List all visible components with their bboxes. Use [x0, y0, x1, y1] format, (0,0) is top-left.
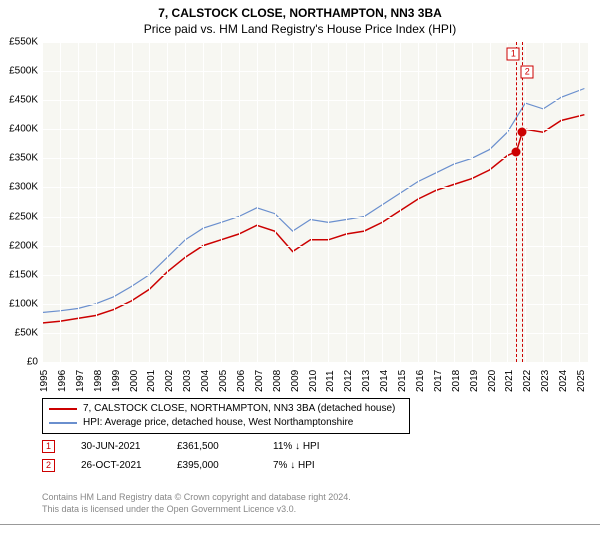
y-tick-label: £350K [4, 153, 38, 164]
footer-line1: Contains HM Land Registry data © Crown c… [42, 492, 351, 504]
price-marker [512, 147, 521, 156]
x-tick-label: 2003 [182, 370, 193, 392]
y-tick-label: £0 [4, 357, 38, 368]
data-table: 1 30-JUN-2021 £361,500 11% ↓ HPI 2 26-OCT-202… [42, 440, 343, 478]
x-tick-label: 1998 [93, 370, 104, 392]
data-row: 2 26-OCT-2021 £395,000 7% ↓ HPI [42, 459, 343, 472]
legend-swatch [49, 422, 77, 424]
chart-svg [42, 42, 588, 362]
x-tick-label: 2020 [487, 370, 498, 392]
data-cell-date: 30-JUN-2021 [81, 441, 151, 452]
x-tick-label: 2023 [540, 370, 551, 392]
data-cell-date: 26-OCT-2021 [81, 460, 151, 471]
x-tick-label: 2000 [129, 370, 140, 392]
data-cell-price: £395,000 [177, 460, 247, 471]
y-tick-label: £450K [4, 95, 38, 106]
data-cell-change: 7% ↓ HPI [273, 460, 343, 471]
y-tick-label: £150K [4, 269, 38, 280]
data-row-index: 2 [42, 459, 55, 472]
bottom-border [0, 524, 600, 525]
y-tick-label: £300K [4, 182, 38, 193]
legend-item: HPI: Average price, detached house, West… [49, 416, 403, 430]
x-tick-label: 2008 [272, 370, 283, 392]
price-marker [518, 128, 527, 137]
data-row: 1 30-JUN-2021 £361,500 11% ↓ HPI [42, 440, 343, 453]
y-tick-label: £250K [4, 211, 38, 222]
x-tick-label: 2018 [451, 370, 462, 392]
x-tick-label: 1997 [75, 370, 86, 392]
y-tick-label: £400K [4, 124, 38, 135]
x-tick-label: 2016 [415, 370, 426, 392]
x-tick-label: 2009 [290, 370, 301, 392]
x-tick-label: 2012 [343, 370, 354, 392]
x-tick-label: 1999 [111, 370, 122, 392]
x-tick-label: 2015 [397, 370, 408, 392]
data-cell-price: £361,500 [177, 441, 247, 452]
legend-label: HPI: Average price, detached house, West… [83, 416, 353, 430]
x-tick-label: 2006 [236, 370, 247, 392]
series-hpi [42, 89, 584, 313]
chart-container: 7, CALSTOCK CLOSE, NORTHAMPTON, NN3 3BA … [0, 0, 600, 560]
x-tick-label: 2022 [522, 370, 533, 392]
y-tick-label: £100K [4, 298, 38, 309]
x-tick-label: 2005 [218, 370, 229, 392]
data-cell-change: 11% ↓ HPI [273, 441, 343, 452]
y-tick-label: £500K [4, 66, 38, 77]
y-tick-label: £50K [4, 327, 38, 338]
legend-swatch [49, 408, 77, 410]
legend: 7, CALSTOCK CLOSE, NORTHAMPTON, NN3 3BA … [42, 398, 410, 434]
x-tick-label: 2014 [379, 370, 390, 392]
x-tick-label: 2011 [325, 370, 336, 392]
y-tick-label: £550K [4, 37, 38, 48]
chart-title: 7, CALSTOCK CLOSE, NORTHAMPTON, NN3 3BA [0, 6, 600, 22]
x-tick-label: 2024 [558, 370, 569, 392]
y-tick-label: £200K [4, 240, 38, 251]
legend-item: 7, CALSTOCK CLOSE, NORTHAMPTON, NN3 3BA … [49, 402, 403, 416]
price-marker-label: 1 [507, 48, 520, 61]
x-tick-label: 2001 [146, 370, 157, 392]
x-tick-label: 2021 [504, 370, 515, 392]
price-marker-label: 2 [521, 66, 534, 79]
x-tick-label: 2004 [200, 370, 211, 392]
chart-subtitle: Price paid vs. HM Land Registry's House … [0, 22, 600, 36]
x-tick-label: 2007 [254, 370, 265, 392]
x-tick-label: 2010 [308, 370, 319, 392]
x-tick-label: 1995 [39, 370, 50, 392]
x-tick-label: 2002 [164, 370, 175, 392]
x-tick-label: 2025 [576, 370, 587, 392]
x-tick-label: 2013 [361, 370, 372, 392]
plot-area: 12 [42, 42, 588, 362]
footer: Contains HM Land Registry data © Crown c… [42, 492, 351, 515]
x-tick-label: 1996 [57, 370, 68, 392]
x-tick-label: 2017 [433, 370, 444, 392]
x-tick-label: 2019 [469, 370, 480, 392]
legend-label: 7, CALSTOCK CLOSE, NORTHAMPTON, NN3 3BA … [83, 402, 395, 416]
data-row-index: 1 [42, 440, 55, 453]
footer-line2: This data is licensed under the Open Gov… [42, 504, 351, 516]
